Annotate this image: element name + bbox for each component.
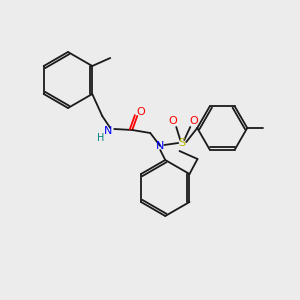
Text: N: N [104,126,112,136]
Text: O: O [190,116,199,126]
Text: N: N [156,141,164,151]
Text: S: S [179,138,186,148]
Text: O: O [137,107,146,117]
Text: O: O [169,116,178,126]
Text: H: H [97,133,104,143]
